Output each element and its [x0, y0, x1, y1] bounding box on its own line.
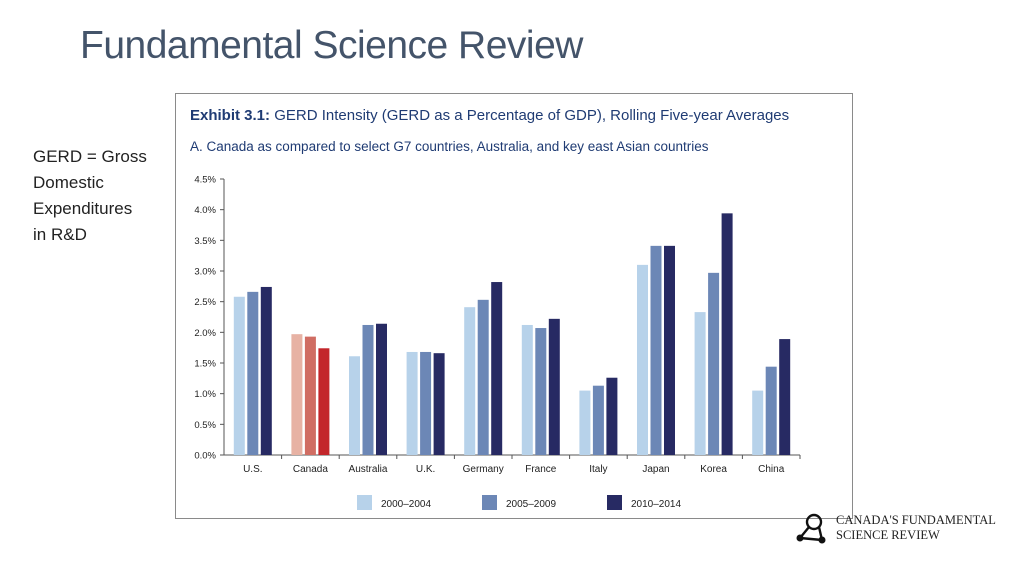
bar: [637, 264, 648, 455]
bar: [433, 353, 445, 455]
y-tick-label: 3.5%: [194, 236, 216, 247]
x-tick-label: U.K.: [416, 464, 435, 475]
legend-label: 2000–2004: [381, 499, 431, 510]
bar: [491, 282, 503, 455]
bar: [592, 385, 604, 455]
bar-chart: 0.0% 0.5% 1.0% 1.5% 2.0% 2.5% 3.0% 3.5% 4.0% 4.5%…: [194, 175, 801, 510]
x-tick-label: France: [525, 464, 557, 475]
y-tick-label: 0.0%: [194, 451, 216, 462]
legend-label: 2010–2014: [631, 499, 681, 510]
slide-title: Fundamental Science Review: [80, 24, 583, 67]
bar: [362, 324, 374, 455]
legend-label: 2005–2009: [506, 499, 556, 510]
bar: [477, 299, 489, 455]
exhibit-title-text: GERD Intensity (GERD as a Percentage of …: [274, 107, 790, 124]
note-line: Expenditures: [33, 199, 133, 218]
y-tick-label: 3.0%: [194, 267, 216, 278]
y-tick-label: 2.0%: [194, 328, 216, 339]
note-line: in R&D: [33, 225, 87, 244]
bar: [535, 328, 547, 455]
y-tick-label: 2.5%: [194, 297, 216, 308]
bar: [304, 336, 316, 455]
bar: [779, 339, 791, 455]
logo-line: CANADA'S FUNDAMENTAL: [836, 513, 996, 527]
bar: [650, 245, 662, 455]
bar: [708, 272, 720, 455]
x-tick-label: U.S.: [243, 464, 262, 475]
x-tick-label: Germany: [463, 464, 504, 475]
legend-swatch: [607, 495, 622, 510]
bar: [247, 291, 259, 455]
bar: [406, 351, 418, 455]
bar: [664, 245, 675, 455]
review-logo: CANADA'S FUNDAMENTAL SCIENCE REVIEW: [790, 510, 1020, 550]
bar: [606, 377, 618, 455]
exhibit-subtitle: A. Canada as compared to select G7 count…: [190, 139, 709, 154]
exhibit-label: Exhibit 3.1:: [190, 107, 271, 124]
bar: [579, 390, 591, 455]
exhibit-title: Exhibit 3.1: GERD Intensity (GERD as a P…: [190, 107, 789, 124]
legend-swatch: [357, 495, 372, 510]
bar: [233, 296, 245, 455]
x-tick-label: Japan: [642, 464, 669, 475]
y-tick-label: 1.0%: [194, 389, 216, 400]
bar: [464, 307, 476, 455]
x-tick-label: Australia: [349, 464, 388, 475]
bar: [752, 390, 764, 455]
exhibit-chart: Exhibit 3.1: GERD Intensity (GERD as a P…: [175, 93, 853, 519]
bar: [318, 348, 330, 455]
y-tick-label: 4.0%: [194, 205, 216, 216]
bar: [521, 324, 533, 455]
bar: [376, 323, 387, 455]
bar: [694, 312, 706, 455]
y-tick-label: 0.5%: [194, 420, 216, 431]
bar: [420, 351, 432, 455]
x-tick-label: Canada: [293, 464, 328, 475]
bar: [291, 334, 303, 455]
bar: [349, 356, 360, 455]
note-line: Domestic: [33, 173, 104, 192]
gerd-definition-note: GERD = Gross Domestic Expenditures in R&…: [33, 144, 173, 248]
network-nodes-icon: [796, 513, 826, 544]
legend-swatch: [482, 495, 497, 510]
bar: [765, 366, 777, 455]
bar: [721, 213, 733, 455]
x-tick-label: Italy: [589, 464, 607, 475]
y-tick-label: 1.5%: [194, 359, 216, 370]
logo-line: SCIENCE REVIEW: [836, 528, 940, 542]
note-line: GERD = Gross: [33, 147, 147, 166]
bar: [260, 286, 272, 455]
logo-text: CANADA'S FUNDAMENTAL SCIENCE REVIEW: [836, 513, 996, 543]
bar: [548, 318, 560, 455]
y-tick-label: 4.5%: [194, 175, 216, 186]
x-tick-label: China: [758, 464, 785, 475]
x-tick-label: Korea: [700, 464, 727, 475]
